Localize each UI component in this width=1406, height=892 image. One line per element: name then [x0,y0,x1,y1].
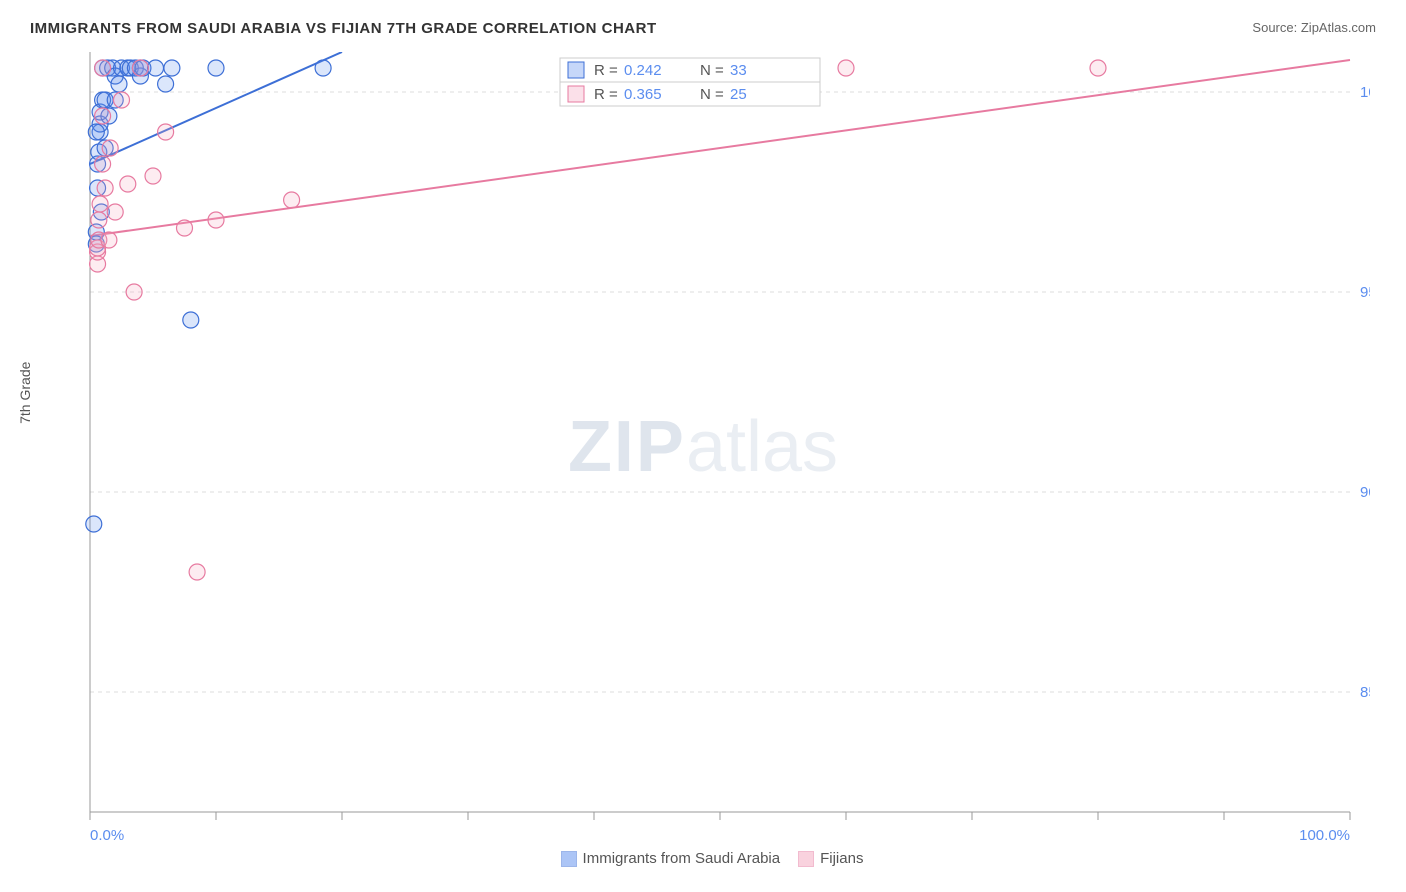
legend-swatch [561,851,577,867]
point-fijian [158,124,174,140]
point-fijian [177,220,193,236]
point-fijian [114,92,130,108]
point-fijian [107,204,123,220]
point-saudi [183,312,199,328]
point-saudi [86,516,102,532]
point-saudi [148,60,164,76]
scatter-chart: 85.0% 90.0% 95.0% 100.0% 0.0% 100.0% R = 0.242 N… [30,52,1370,842]
point-saudi [88,124,104,140]
point-fijian [95,108,111,124]
point-fijian [1090,60,1106,76]
legend-r-value: 0.365 [624,86,662,103]
legend-n-value: 25 [730,86,747,103]
source-credit: Source: ZipAtlas.com [1252,20,1376,35]
point-fijian [97,180,113,196]
legend-swatch [568,86,584,102]
point-saudi [111,76,127,92]
y-tick-label: 100.0% [1360,84,1370,101]
point-fijian [126,284,142,300]
chart-title: IMMIGRANTS FROM SAUDI ARABIA VS FIJIAN 7… [30,20,1376,37]
point-fijian [95,156,111,172]
point-fijian [92,196,108,212]
point-saudi [158,76,174,92]
legend-label: Fijians [820,850,863,867]
y-tick-label: 90.0% [1360,484,1370,501]
point-fijian [120,176,136,192]
point-fijian [284,192,300,208]
point-fijian [102,140,118,156]
legend-r-label: R = [594,86,618,103]
x-tick-label: 100.0% [1299,827,1350,842]
point-fijian [189,564,205,580]
point-fijian [91,212,107,228]
legend-swatch [568,62,584,78]
point-fijian [208,212,224,228]
legend-bottom: Immigrants from Saudi Arabia Fijians [30,850,1376,867]
source-value: ZipAtlas.com [1301,20,1376,35]
source-label: Source: [1252,20,1297,35]
plot-area: 7th Grade 85.0%90.0%95.0%100.0%0.0%100.0… [30,52,1376,842]
legend-swatch [798,851,814,867]
y-tick-label: 95.0% [1360,284,1370,301]
point-saudi [208,60,224,76]
point-saudi [315,60,331,76]
legend-r-label: R = [594,62,618,79]
y-axis-label: 7th Grade [17,362,33,424]
point-fijian [101,232,117,248]
legend-n-label: N = [700,62,724,79]
point-fijian [838,60,854,76]
legend-label: Immigrants from Saudi Arabia [583,850,781,867]
chart-container: IMMIGRANTS FROM SAUDI ARABIA VS FIJIAN 7… [0,0,1406,892]
legend-n-value: 33 [730,62,747,79]
point-fijian [145,168,161,184]
point-fijian [132,60,148,76]
x-tick-label: 0.0% [90,827,124,842]
y-tick-label: 85.0% [1360,684,1370,701]
point-saudi [164,60,180,76]
legend-r-value: 0.242 [624,62,662,79]
point-fijian [95,60,111,76]
legend-n-label: N = [700,86,724,103]
